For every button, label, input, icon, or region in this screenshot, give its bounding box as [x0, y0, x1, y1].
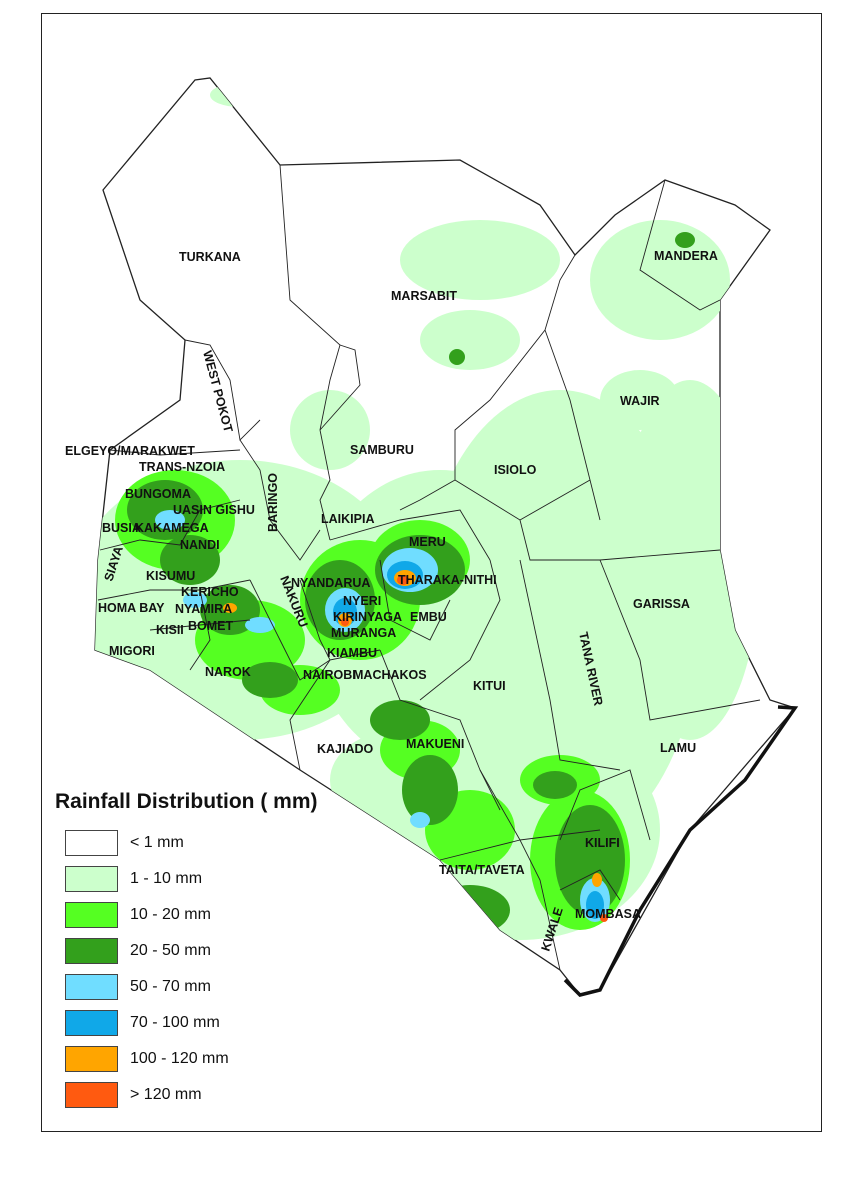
county-label-taita-taveta: TAITA/TAVETA [439, 863, 525, 877]
legend-label: < 1 mm [130, 834, 184, 851]
county-label-kisii: KISII [156, 623, 184, 637]
legend-label: 10 - 20 mm [130, 906, 211, 923]
legend-item: 50 - 70 mm [55, 974, 385, 1010]
county-label-meru: MERU [409, 535, 446, 549]
county-label-bungoma: BUNGOMA [125, 487, 191, 501]
legend-label: > 120 mm [130, 1086, 202, 1103]
county-label-migori: MIGORI [109, 644, 155, 658]
county-label-baringo: BARINGO [266, 473, 280, 532]
legend-swatch [65, 902, 118, 928]
county-label-wajir: WAJIR [620, 394, 660, 408]
county-label-embu: EMBU [410, 610, 447, 624]
legend-swatch [65, 974, 118, 1000]
county-label-muranga: MURANGA [331, 626, 396, 640]
county-label-nyamira: NYAMIRA [175, 602, 232, 616]
legend-item: 10 - 20 mm [55, 902, 385, 938]
legend-swatch [65, 1046, 118, 1072]
county-label-elgeyo-marakwet: ELGEYO/MARAKWET [65, 444, 195, 458]
county-label-lamu: LAMU [660, 741, 696, 755]
legend-item: 70 - 100 mm [55, 1010, 385, 1046]
legend-label: 50 - 70 mm [130, 978, 211, 995]
county-label-kitui: KITUI [473, 679, 506, 693]
county-label-laikipia: LAIKIPIA [321, 512, 374, 526]
legend-swatch [65, 938, 118, 964]
county-label-trans-nzoia: TRANS-NZOIA [139, 460, 225, 474]
county-label-mombasa: MOMBASA [575, 907, 641, 921]
county-label-kericho: KERICHO [181, 585, 239, 599]
legend-swatch [65, 1010, 118, 1036]
legend-swatch [65, 1082, 118, 1108]
county-label-kisumu: KISUMU [146, 569, 195, 583]
county-label-machakos: MACHAKOS [353, 668, 427, 682]
county-label-nyeri: NYERI [343, 594, 381, 608]
county-label-nandi: NANDI [180, 538, 220, 552]
county-label-kirinyaga: KIRINYAGA [333, 610, 402, 624]
legend-item: 1 - 10 mm [55, 866, 385, 902]
legend-swatch [65, 830, 118, 856]
legend-item: > 120 mm [55, 1082, 385, 1118]
legend-label: 20 - 50 mm [130, 942, 211, 959]
coastline [563, 705, 799, 997]
legend-label: 70 - 100 mm [130, 1014, 220, 1031]
legend-title: Rainfall Distribution ( mm) [55, 790, 318, 813]
county-label-nairobi: NAIROBI [303, 668, 356, 682]
county-label-kajiado: KAJIADO [317, 742, 374, 756]
legend-item: 100 - 120 mm [55, 1046, 385, 1082]
county-boundaries [97, 164, 761, 971]
legend-item: < 1 mm [55, 830, 385, 866]
legend-label: 1 - 10 mm [130, 870, 203, 887]
county-label-makueni: MAKUENI [406, 737, 464, 751]
county-label-marsabit: MARSABIT [391, 289, 457, 303]
legend-swatch [65, 866, 118, 892]
county-label-busia: BUSIA [102, 521, 141, 535]
county-label-nyandarua: NYANDARUA [291, 576, 370, 590]
county-labels: TURKANA MARSABIT MANDERA WAJIR WEST POKO… [65, 249, 718, 953]
county-label-garissa: GARISSA [633, 597, 690, 611]
county-label-tharaka-nithi: THARAKA-NITHI [398, 573, 497, 587]
county-label-kilifi: KILIFI [585, 836, 620, 850]
county-label-kakamega: KAKAMEGA [135, 521, 209, 535]
county-label-uasin-gishu: UASIN GISHU [173, 503, 255, 517]
county-label-isiolo: ISIOLO [494, 463, 537, 477]
legend-item: 20 - 50 mm [55, 938, 385, 974]
county-label-kiambu: KIAMBU [327, 646, 377, 660]
legend-items: < 1 mm 1 - 10 mm 10 - 20 mm 20 - 50 mm 50 - … [55, 830, 385, 1118]
legend-label: 100 - 120 mm [130, 1050, 229, 1067]
county-label-samburu: SAMBURU [350, 443, 414, 457]
county-label-mandera: MANDERA [654, 249, 718, 263]
county-label-homa-bay: HOMA BAY [98, 601, 165, 615]
county-label-narok: NAROK [205, 665, 251, 679]
county-label-bomet: BOMET [188, 619, 234, 633]
county-label-turkana: TURKANA [179, 250, 241, 264]
legend: Rainfall Distribution ( mm) < 1 mm 1 - 10… [55, 790, 385, 1118]
